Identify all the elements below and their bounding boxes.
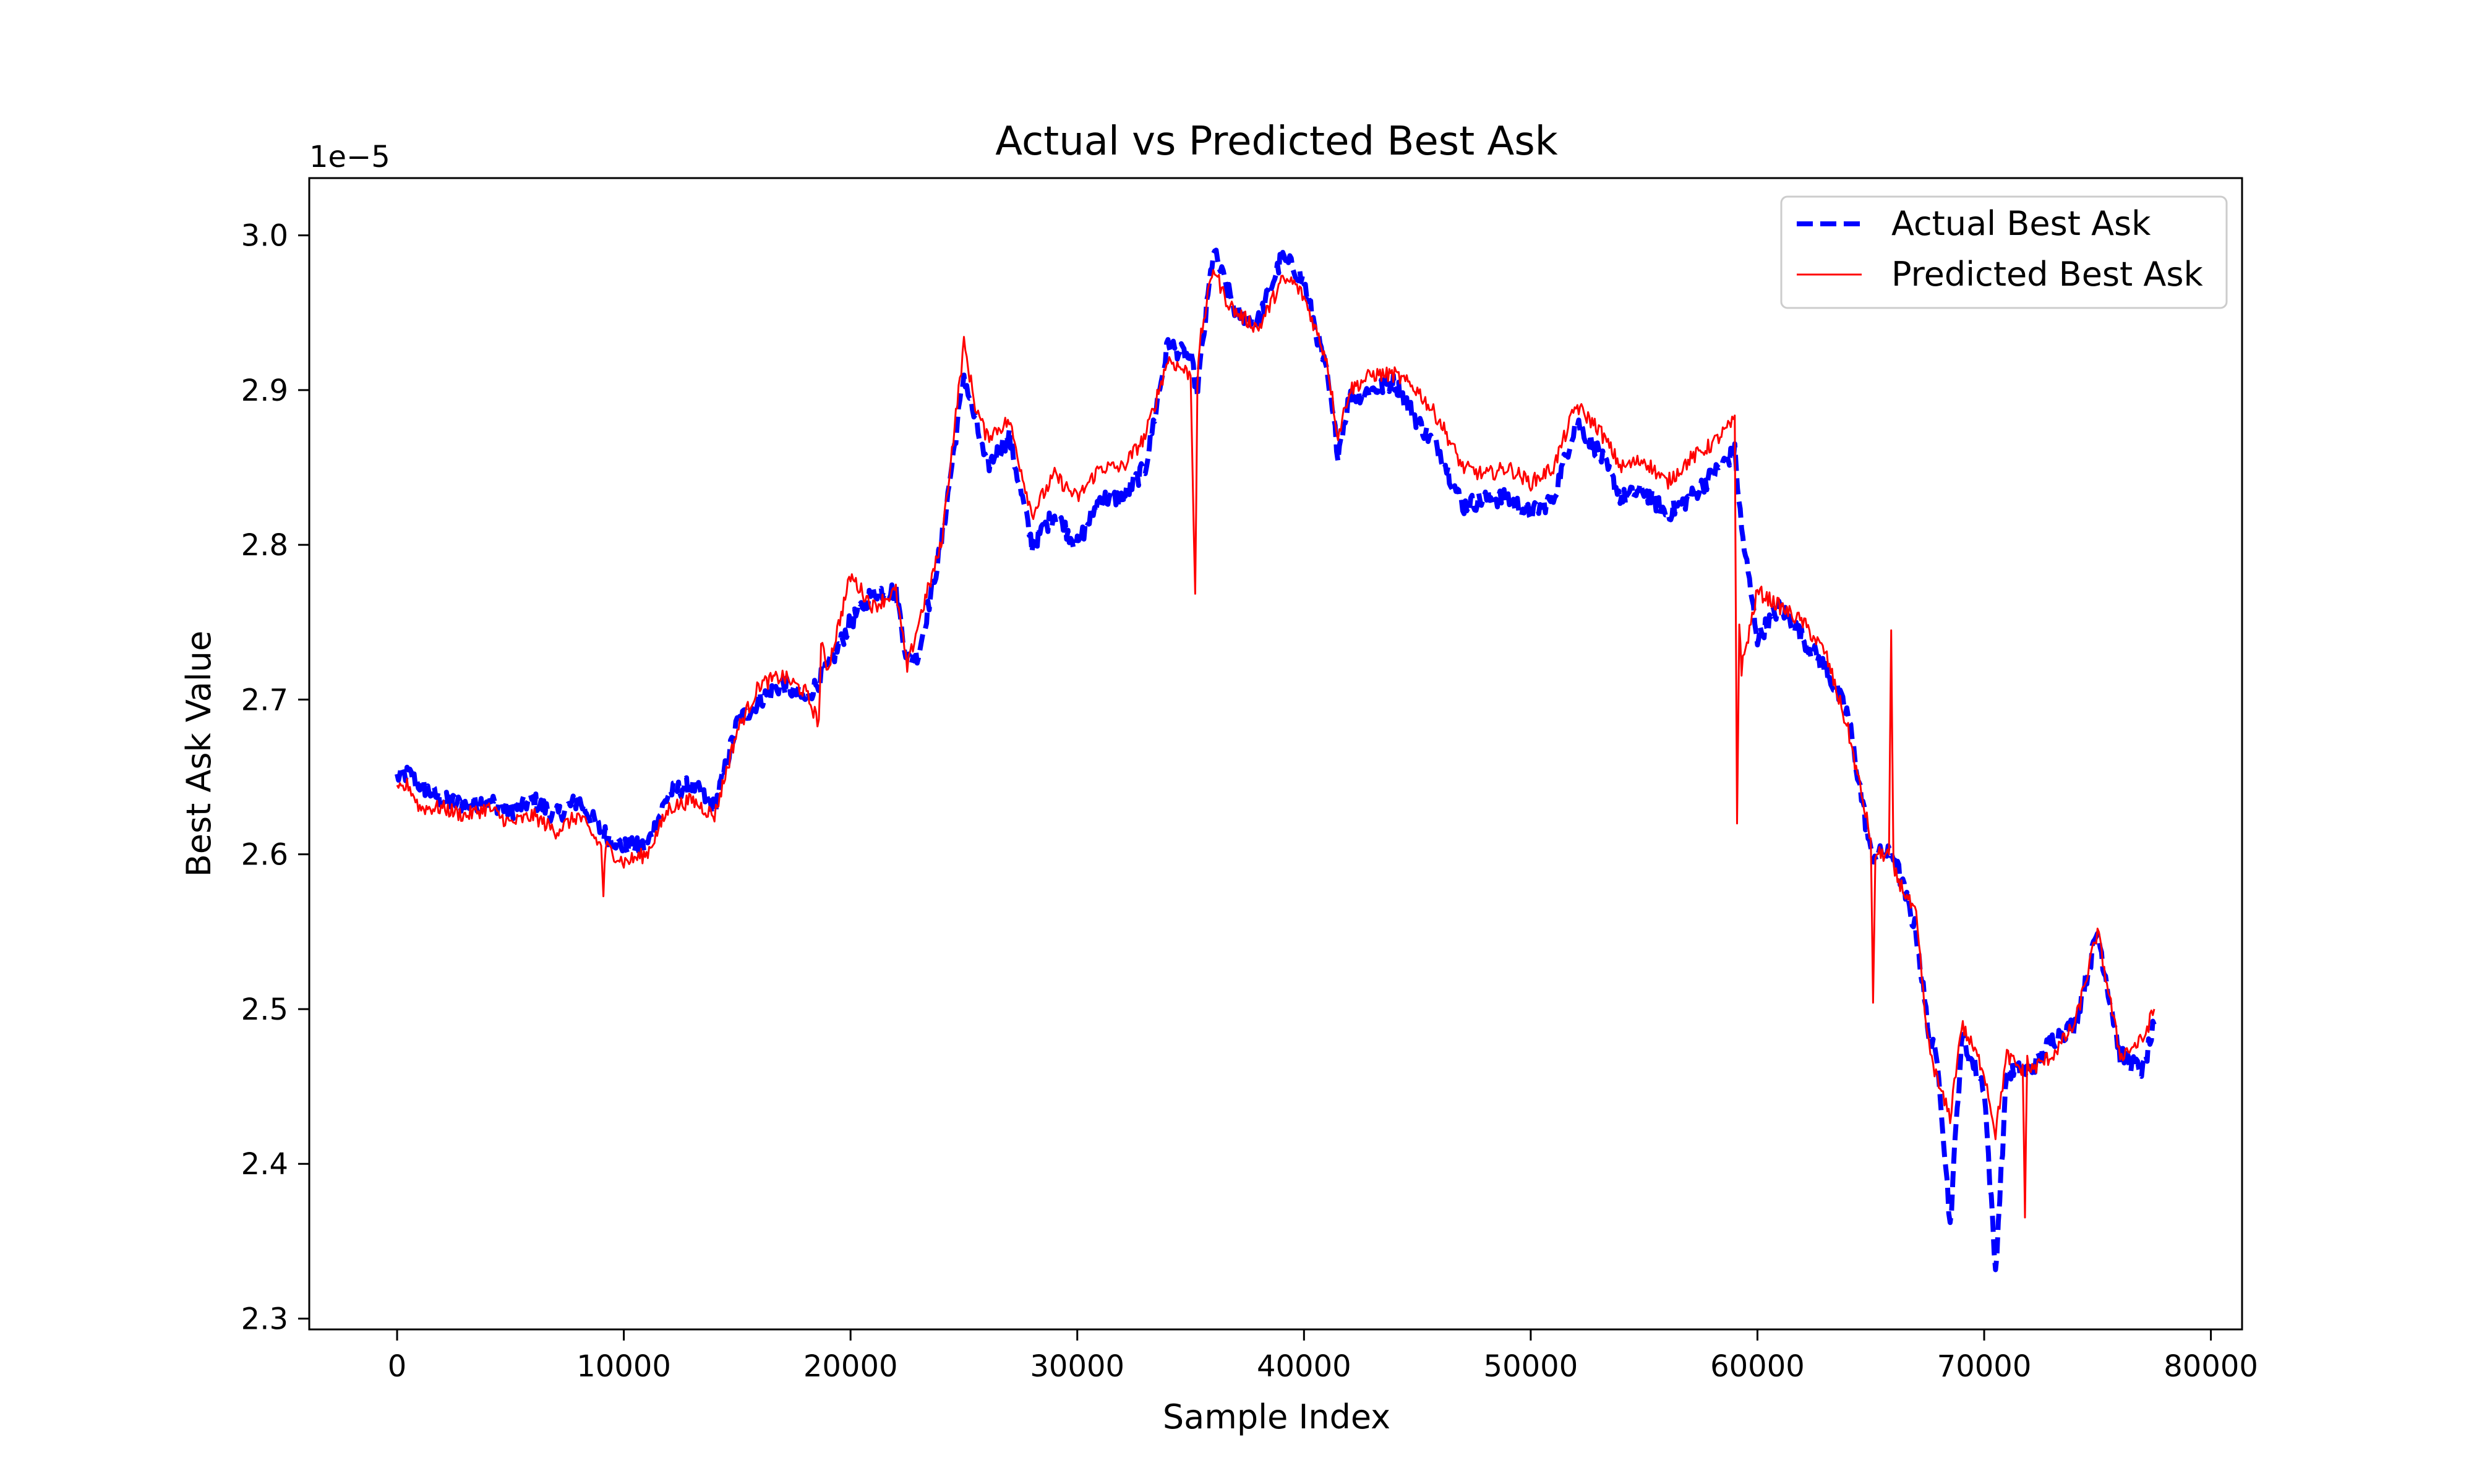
legend-label-actual: Actual Best Ask — [1891, 204, 2151, 243]
y-tick-label: 2.6 — [241, 838, 288, 872]
y-tick-label: 2.7 — [241, 683, 288, 717]
legend-label-predicted: Predicted Best Ask — [1891, 255, 2203, 294]
x-axis-label: Sample Index — [1163, 1397, 1390, 1436]
plot-frame — [308, 177, 2243, 1331]
y-axis: 2.3 2.4 2.5 2.6 2.7 2.8 2.9 3.0 — [241, 219, 309, 1336]
legend-frame — [1780, 195, 2228, 309]
x-tick-label: 30000 — [1030, 1349, 1124, 1384]
x-tick-label: 0 — [388, 1349, 407, 1384]
x-tick-label: 10000 — [576, 1349, 671, 1384]
y-axis-label: Best Ask Value — [179, 631, 218, 877]
series-line-actual — [395, 247, 2157, 1273]
series-line-predicted — [396, 269, 2155, 1219]
x-tick-label: 40000 — [1257, 1349, 1351, 1384]
y-tick-label: 2.3 — [241, 1302, 288, 1336]
x-axis: 0 10000 20000 30000 40000 50000 60000 70000 8000… — [388, 1329, 2258, 1384]
series-layer — [395, 247, 2157, 1273]
y-tick-label: 2.9 — [241, 373, 288, 408]
y-tick-label: 2.4 — [241, 1147, 288, 1182]
y-tick-label: 3.0 — [241, 219, 288, 254]
x-tick-label: 60000 — [1710, 1349, 1805, 1384]
legend: Actual Best Ask Predicted Best Ask — [1780, 195, 2228, 309]
chart-title: Actual vs Predicted Best Ask — [995, 119, 1557, 164]
x-tick-label: 70000 — [1937, 1349, 2032, 1384]
x-tick-label: 20000 — [803, 1349, 898, 1384]
x-tick-label: 50000 — [1484, 1349, 1578, 1384]
x-tick-label: 80000 — [2164, 1349, 2258, 1384]
y-tick-label: 2.5 — [241, 992, 288, 1027]
y-axis-offset-text: 1e−5 — [309, 140, 390, 174]
y-tick-label: 2.8 — [241, 528, 288, 563]
plot-area — [308, 177, 2243, 1331]
